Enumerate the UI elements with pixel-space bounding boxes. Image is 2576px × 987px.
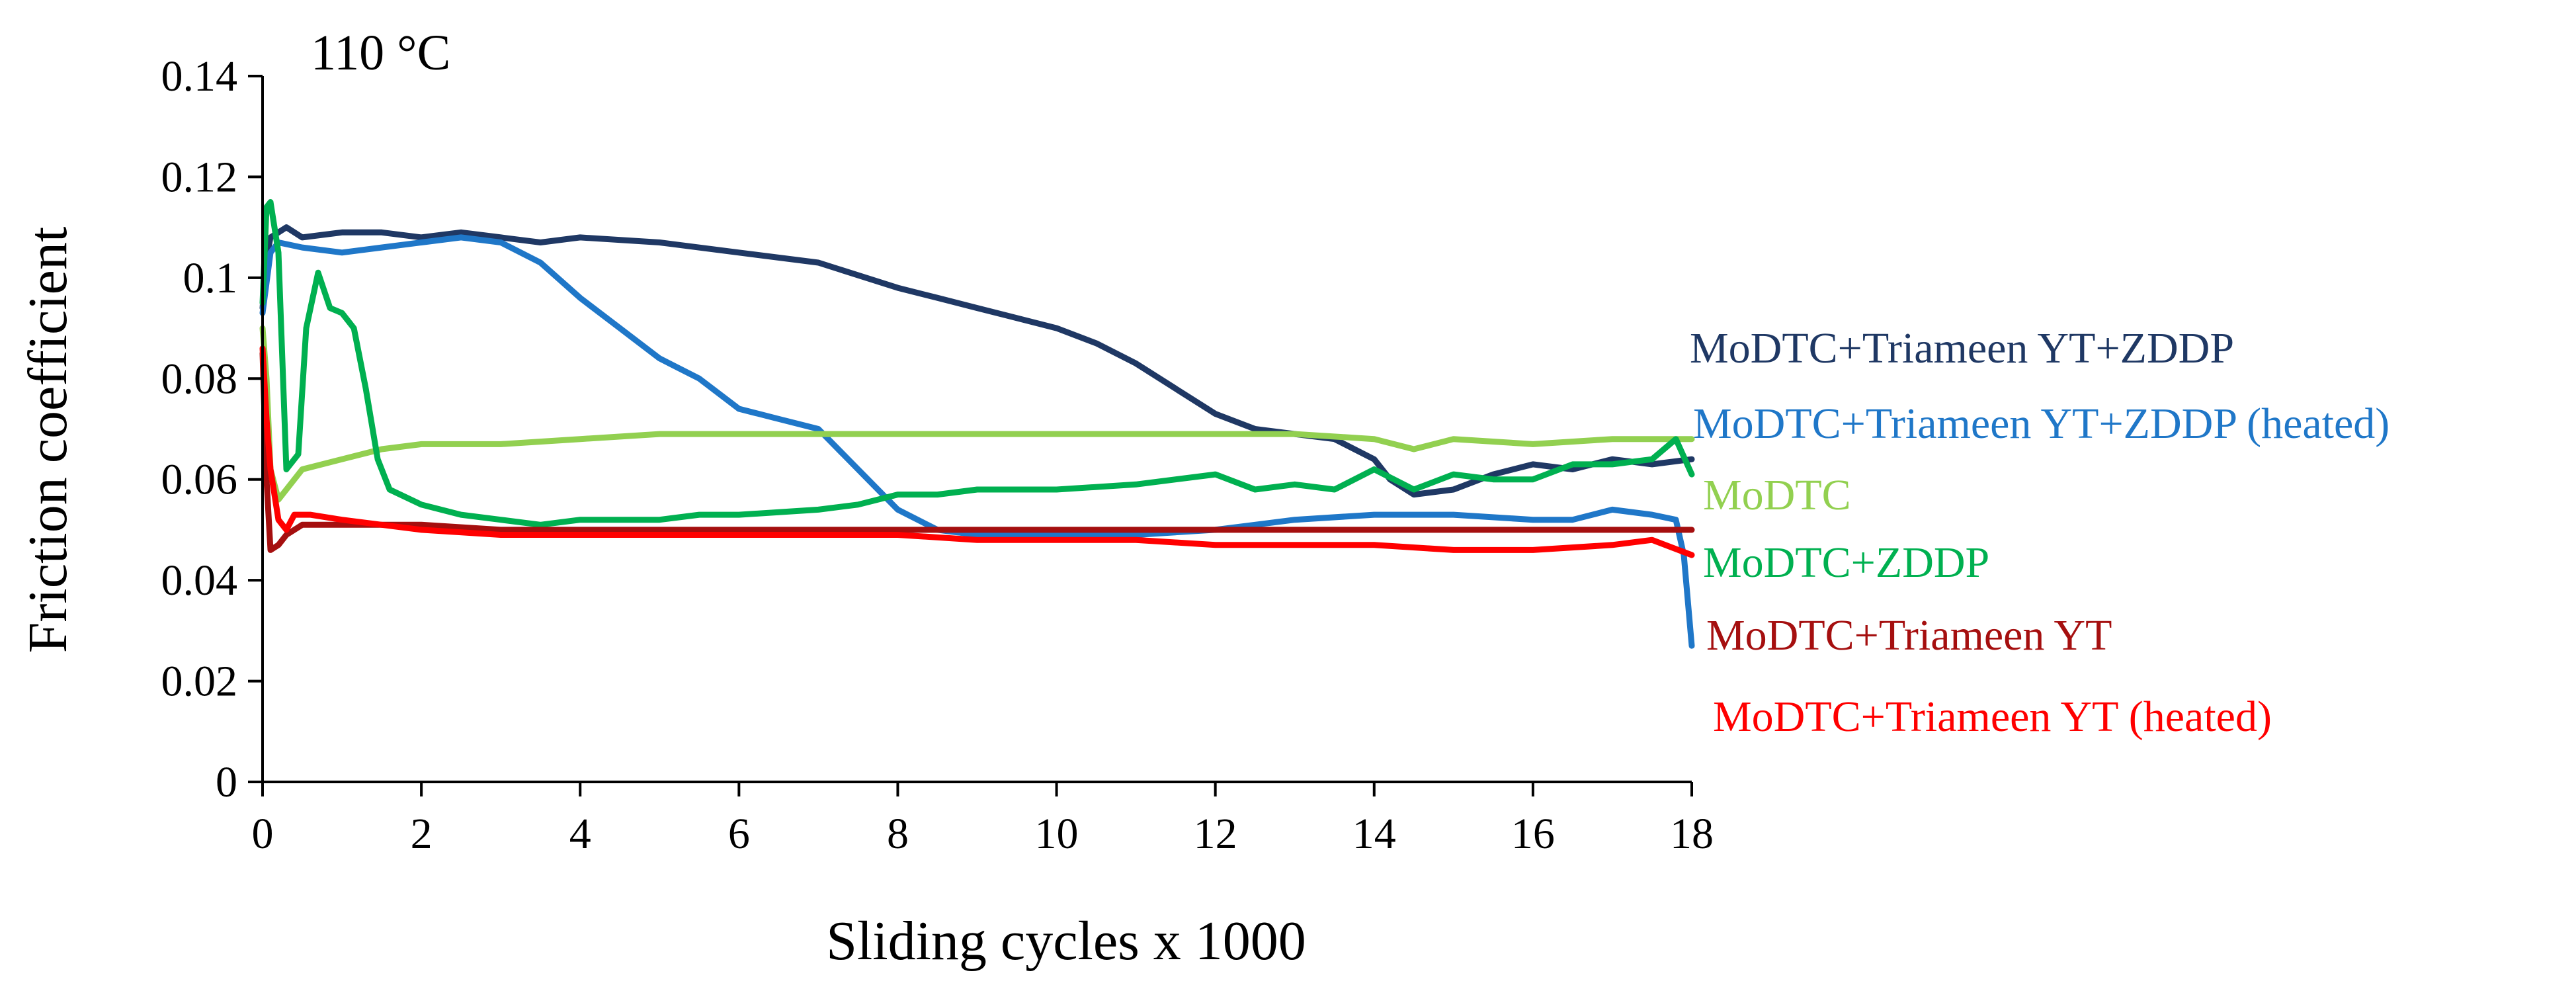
temperature-annotation: 110 °C bbox=[311, 25, 450, 81]
legend-entry-6: MoDTC+Triameen YT (heated) bbox=[1713, 693, 2272, 741]
legend-entry-2: MoDTC+Triameen YT+ZDDP (heated) bbox=[1693, 400, 2389, 448]
y-tick-label: 0.14 bbox=[161, 52, 238, 101]
plot-lines bbox=[259, 199, 1695, 649]
legend-entry-3: MoDTC bbox=[1703, 471, 1851, 519]
x-tick-label: 18 bbox=[1670, 810, 1714, 858]
x-tick-label: 6 bbox=[728, 810, 750, 858]
y-tick-label: 0.12 bbox=[161, 153, 238, 201]
series-line-2 bbox=[259, 234, 1695, 649]
legend-entry-1: MoDTC+Triameen YT+ZDDP bbox=[1690, 324, 2234, 372]
series-line-6 bbox=[259, 345, 1695, 558]
y-tick-label: 0 bbox=[216, 758, 237, 806]
legend-entry-4: MoDTC+ZDDP bbox=[1703, 538, 1989, 587]
y-tick-label: 0.04 bbox=[161, 556, 238, 605]
x-axis-title: Sliding cycles x 1000 bbox=[826, 910, 1306, 972]
legend: MoDTC+Triameen YT+ZDDP MoDTC+Triameen YT+… bbox=[1690, 324, 2389, 741]
x-tick-label: 2 bbox=[411, 810, 433, 858]
series-line-4 bbox=[259, 199, 1695, 528]
series-line-5 bbox=[259, 350, 1695, 553]
y-tick-label: 0.02 bbox=[161, 658, 238, 706]
x-tick-label: 16 bbox=[1511, 810, 1555, 858]
y-tick-label: 0.08 bbox=[161, 355, 238, 403]
x-tick-label: 4 bbox=[569, 810, 591, 858]
axes: 0 0.02 0.04 0.06 0.08 0.1 0.12 0.14 0 2 4 6 8 10 12 14 1… bbox=[161, 52, 1714, 858]
series-line-1 bbox=[259, 224, 1695, 498]
x-tick-label: 8 bbox=[887, 810, 909, 858]
y-tick-label: 0.06 bbox=[161, 456, 238, 504]
x-tick-label: 12 bbox=[1194, 810, 1237, 858]
x-tick-label: 14 bbox=[1352, 810, 1396, 858]
legend-entry-5: MoDTC+Triameen YT bbox=[1706, 611, 2112, 660]
x-tick-label: 0 bbox=[252, 810, 274, 858]
y-axis-title: Friction coefficient bbox=[17, 227, 79, 654]
x-tick-label: 10 bbox=[1035, 810, 1079, 858]
y-tick-label: 0.1 bbox=[183, 254, 238, 302]
series-line-3 bbox=[259, 325, 1695, 503]
